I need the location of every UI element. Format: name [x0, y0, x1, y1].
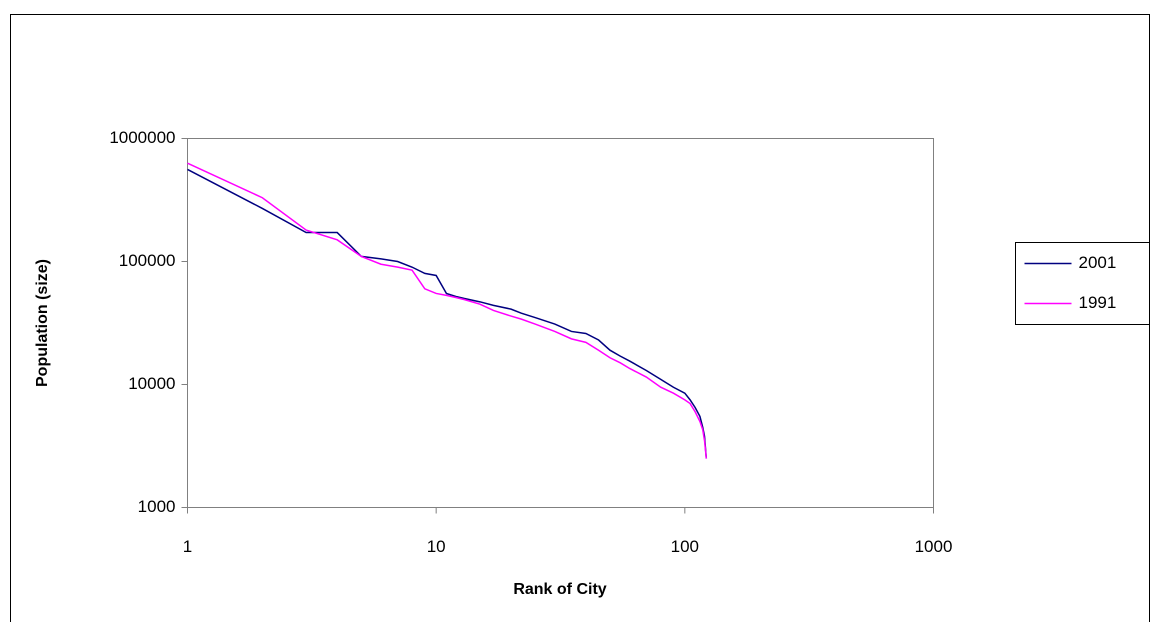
- x-tick-label: 1: [183, 537, 192, 556]
- series-line: [187, 162, 708, 459]
- x-tick-label: 100: [671, 537, 699, 556]
- y-axis-title: Population (size): [34, 259, 51, 387]
- plot-area: [187, 138, 934, 508]
- legend-label: 2001: [1079, 253, 1117, 272]
- series-line: [187, 168, 708, 459]
- legend-label: 1991: [1079, 293, 1117, 312]
- y-tick-label: 100000: [119, 251, 176, 270]
- chart-frame: [10, 14, 1150, 622]
- y-tick-label: 10000: [128, 374, 175, 393]
- x-axis-title: Rank of City: [513, 581, 606, 598]
- y-tick-label: 1000: [138, 497, 176, 516]
- x-tick-label: 1000: [915, 537, 953, 556]
- x-tick-label: 10: [427, 537, 446, 556]
- y-tick-label: 1000000: [109, 128, 175, 147]
- legend-box: [1015, 242, 1150, 325]
